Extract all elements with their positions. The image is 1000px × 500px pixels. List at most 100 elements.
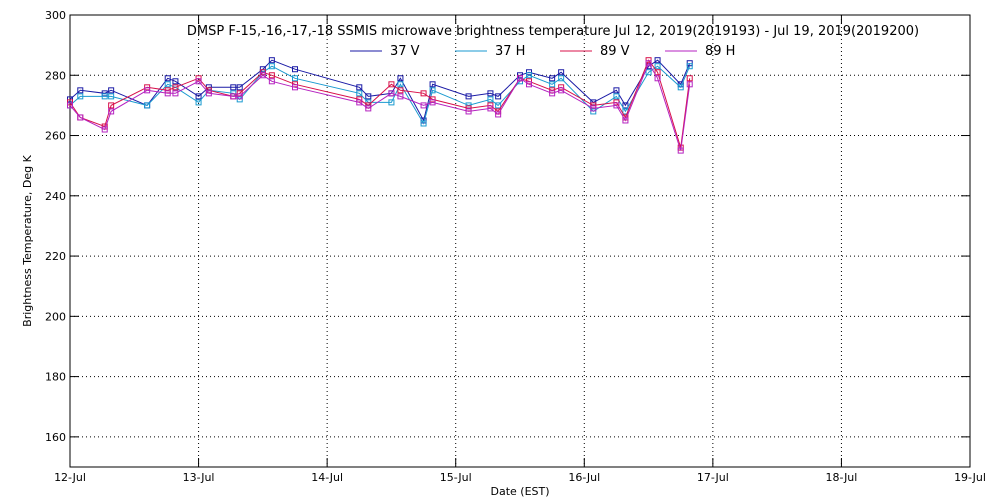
data-point [558, 69, 565, 76]
data-point [549, 81, 556, 88]
x-tick-label: 18-Jul [825, 471, 857, 484]
data-point [613, 87, 620, 94]
legend-item: 89 H [665, 44, 735, 59]
data-point [397, 87, 404, 94]
data-point [388, 81, 395, 88]
data-point [292, 75, 298, 82]
data-point [465, 108, 472, 115]
data-point [356, 96, 363, 103]
data-point [487, 90, 494, 97]
series-layer [67, 57, 693, 154]
data-point [108, 93, 115, 100]
data-point [268, 72, 275, 79]
data-point [67, 102, 73, 109]
data-point [590, 105, 597, 112]
data-point [230, 90, 237, 97]
data-point [365, 93, 372, 100]
data-point [654, 75, 661, 82]
data-point [526, 72, 532, 79]
plot-frame [69, 14, 971, 468]
data-point [268, 63, 275, 70]
chart-title: DMSP F-15,-16,-17,-18 SSMIS microwave br… [187, 24, 919, 39]
data-point [144, 102, 151, 109]
legend-label: 89 V [600, 44, 630, 59]
data-point [526, 69, 532, 76]
data-point [613, 102, 620, 109]
legend-label: 37 H [495, 44, 525, 59]
data-point [487, 105, 494, 112]
series-89-v [67, 57, 693, 151]
x-tick-label: 13-Jul [183, 471, 215, 484]
data-point [686, 63, 693, 70]
data-point [420, 120, 427, 127]
data-point [487, 96, 494, 103]
data-point [677, 84, 684, 91]
data-point [613, 93, 620, 100]
data-point [397, 93, 404, 100]
legend-item: 89 V [560, 44, 630, 59]
series-line [69, 62, 691, 151]
data-point [613, 99, 620, 106]
data-point [495, 93, 502, 100]
data-point [144, 87, 151, 94]
series-89-h [67, 60, 693, 154]
grid-lines [70, 15, 970, 467]
data-point [549, 90, 556, 97]
data-point [429, 99, 436, 106]
data-point [420, 90, 427, 97]
data-point [164, 81, 171, 88]
legend-item: 37 V [350, 44, 420, 59]
y-tick-label: 280 [45, 69, 66, 82]
data-point [517, 75, 523, 82]
data-point [205, 90, 212, 97]
data-point [388, 99, 395, 106]
x-tick-label: 14-Jul [311, 471, 343, 484]
data-point [686, 81, 693, 88]
x-tick-label: 12-Jul [54, 471, 86, 484]
data-point [645, 69, 652, 76]
data-point [195, 99, 202, 106]
legend-label: 37 V [390, 44, 420, 59]
data-point [558, 75, 565, 82]
axis-ticks: 12-Jul 13-Jul 14-Jul 15-Jul 16-Jul 17-Jul 18-J… [45, 9, 986, 484]
data-point [292, 84, 298, 91]
x-tick-label: 19-Jul [954, 471, 986, 484]
data-point [67, 99, 73, 106]
data-point [259, 72, 266, 79]
data-point [549, 75, 556, 82]
data-point [101, 90, 108, 97]
series-line [69, 59, 691, 148]
data-point [292, 66, 298, 73]
y-tick-label: 180 [45, 371, 66, 384]
data-point [465, 93, 472, 100]
x-tick-label: 15-Jul [440, 471, 472, 484]
data-point [268, 78, 275, 85]
data-point [108, 87, 115, 94]
y-tick-label: 200 [45, 310, 66, 323]
data-point [77, 87, 84, 94]
data-point [654, 57, 661, 64]
data-point [236, 93, 243, 100]
data-point [429, 87, 436, 94]
data-point [101, 93, 108, 100]
data-point [268, 57, 275, 64]
data-point [645, 60, 652, 67]
data-point [654, 63, 661, 70]
data-point [230, 84, 237, 91]
data-point [195, 93, 202, 100]
data-point [388, 90, 395, 97]
data-point [686, 75, 693, 82]
data-point [677, 147, 684, 154]
x-tick-label: 17-Jul [697, 471, 729, 484]
data-point [172, 78, 179, 85]
data-point [172, 90, 179, 97]
y-tick-label: 300 [45, 9, 66, 22]
legend-label: 89 H [705, 44, 735, 59]
data-point [397, 81, 404, 88]
y-tick-label: 160 [45, 431, 66, 444]
data-point [108, 108, 115, 115]
data-point [108, 102, 115, 109]
data-point [622, 102, 629, 109]
data-point [67, 96, 73, 103]
